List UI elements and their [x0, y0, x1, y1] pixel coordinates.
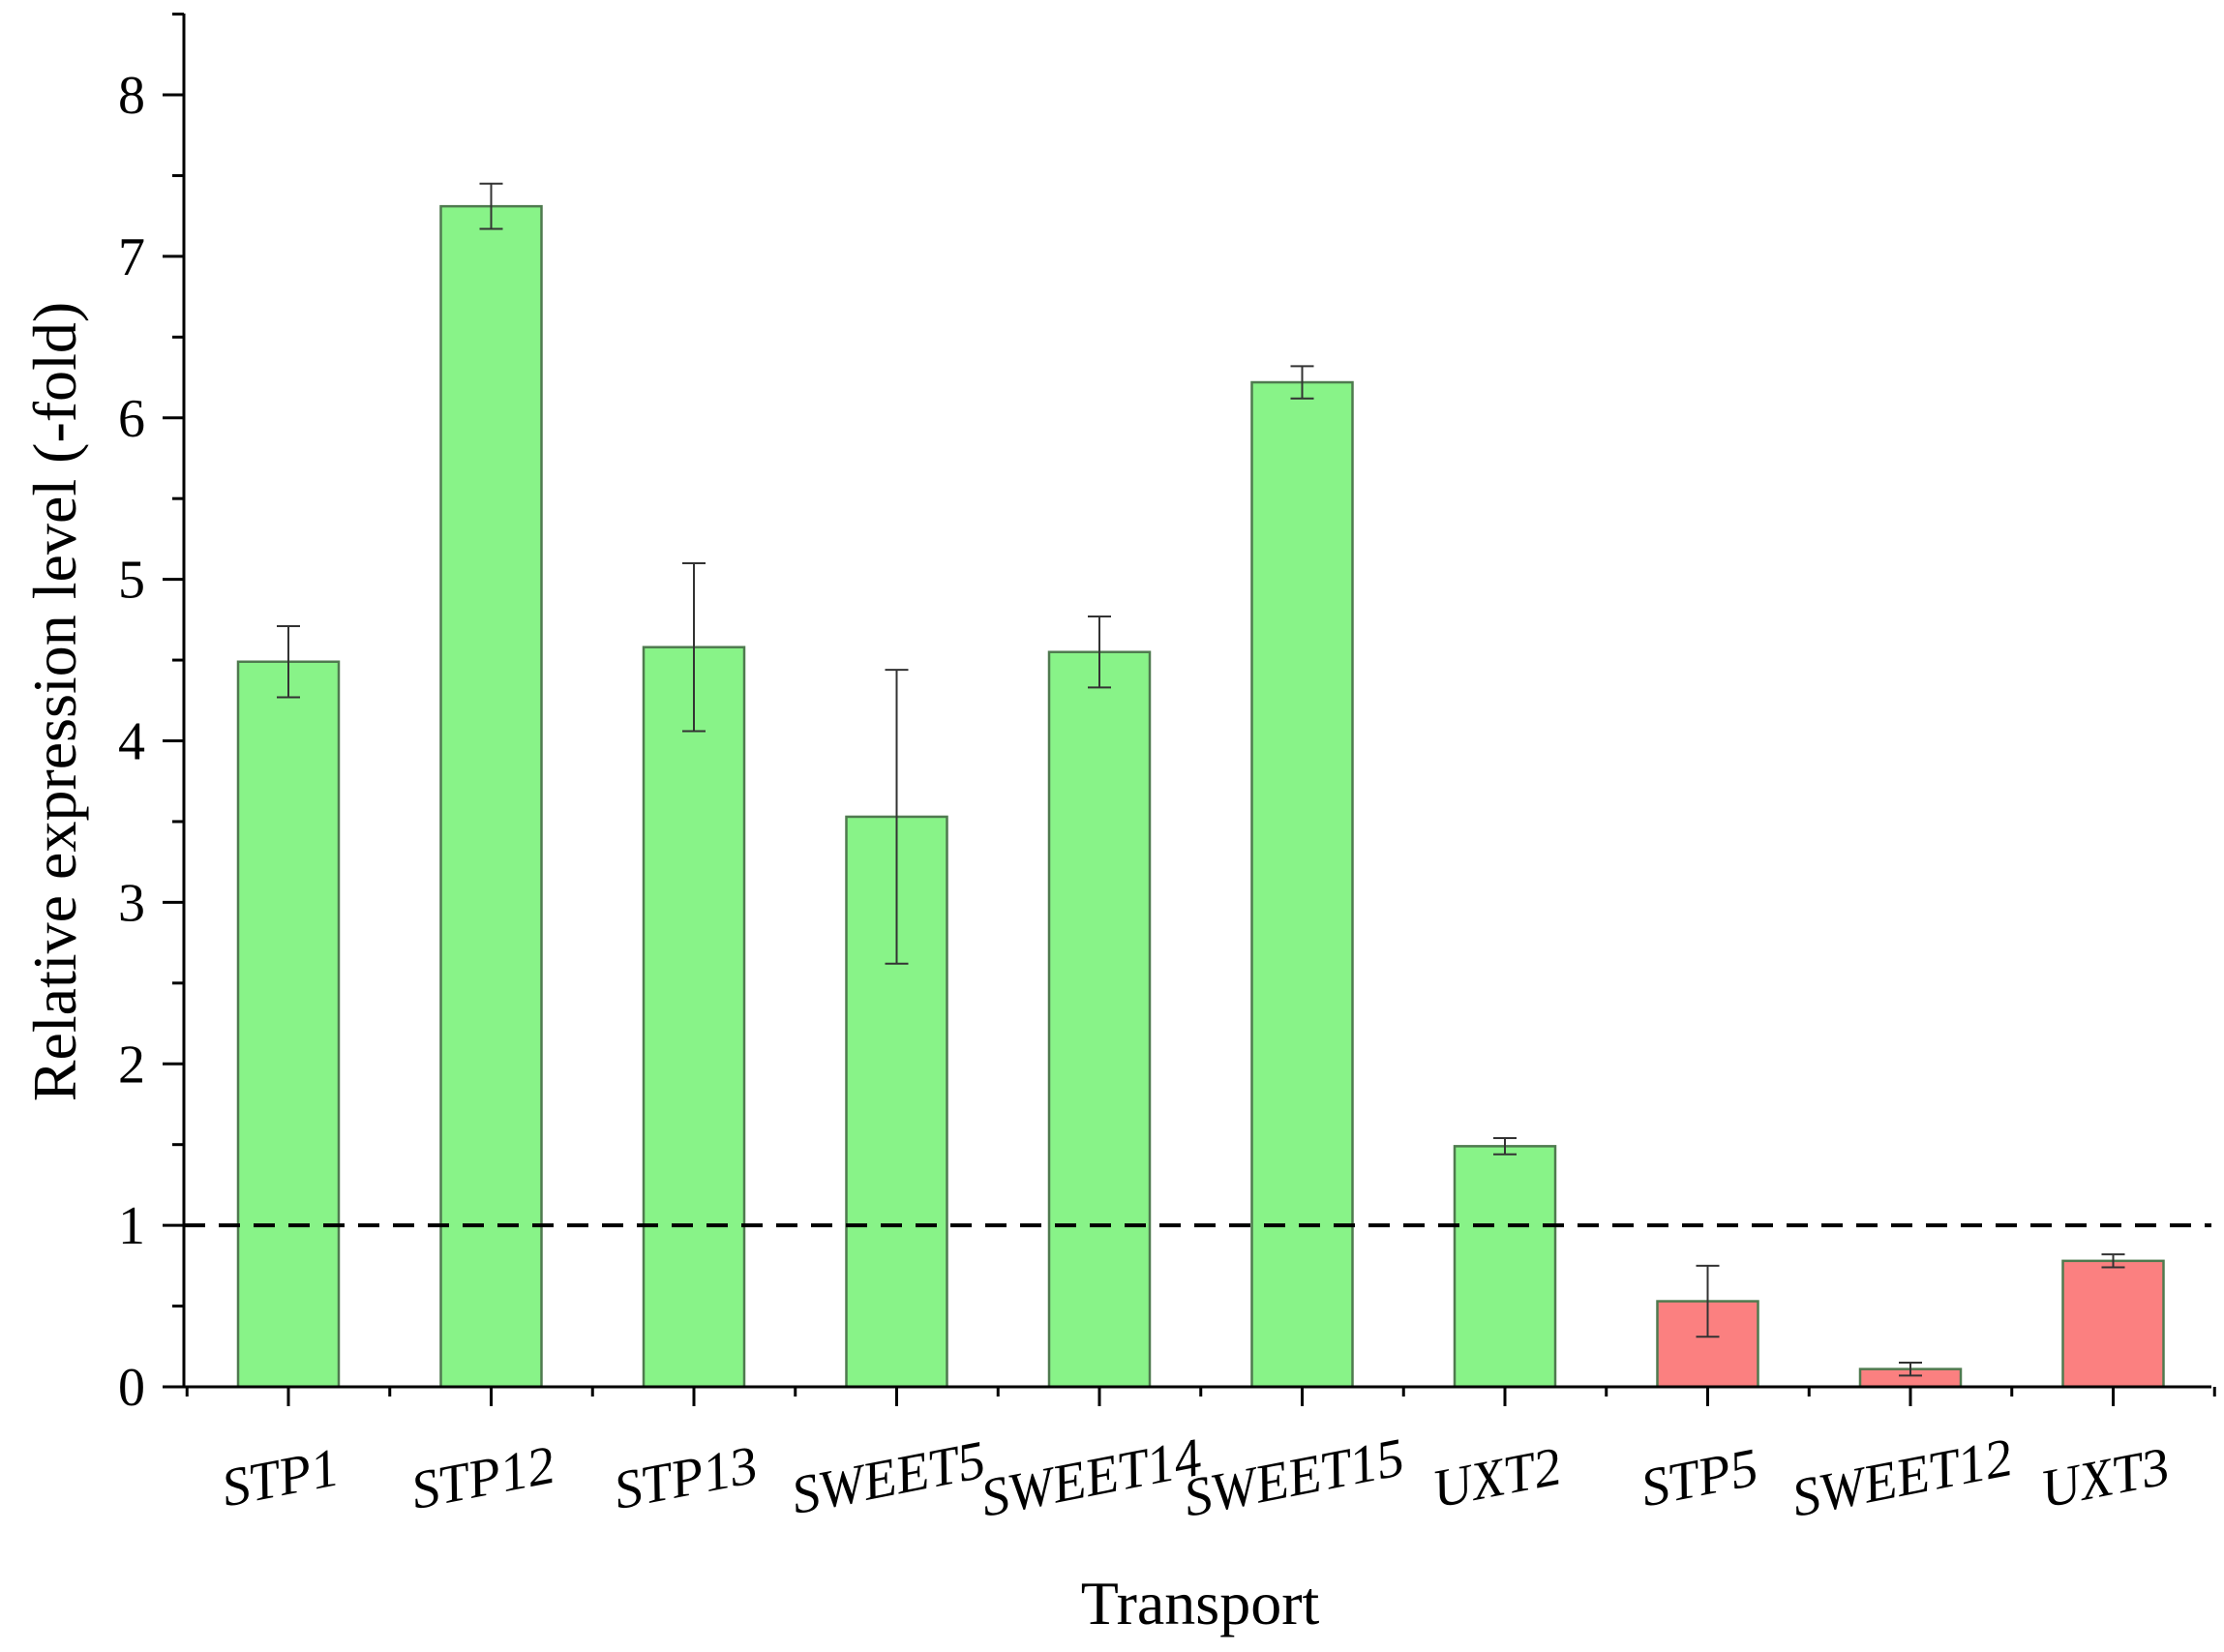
y-axis-title: Relative expression level (-fold) — [20, 302, 89, 1101]
y-tick-label: 0 — [118, 1358, 145, 1418]
x-tick-label-stp13: STP13 — [609, 1435, 762, 1521]
error-bar-stp1 — [277, 625, 300, 699]
bar-uxt3 — [2061, 1259, 2165, 1389]
error-bar-stp5 — [1696, 1264, 1720, 1338]
y-tick-label: 3 — [118, 873, 145, 933]
y-tick-label: 5 — [118, 551, 145, 611]
error-bar-sweet15 — [1290, 365, 1314, 400]
bar-stp13 — [642, 646, 746, 1389]
error-bar-uxt3 — [2101, 1253, 2125, 1269]
x-tick-label-uxt3: UXT3 — [2035, 1436, 2174, 1519]
y-tick-label: 6 — [118, 389, 145, 449]
x-tick-label-sweet14: SWEET14 — [977, 1427, 1207, 1529]
y-tick-labels: 0 1 2 3 4 5 6 7 8 — [118, 66, 145, 1418]
x-tick-label-sweet12: SWEET12 — [1788, 1427, 2018, 1529]
bars-layer — [236, 204, 2165, 1389]
y-tick-label: 1 — [118, 1196, 145, 1256]
error-bar-uxt2 — [1493, 1137, 1517, 1156]
error-bar-stp12 — [479, 182, 503, 230]
error-bar-stp13 — [682, 561, 706, 733]
error-bar-sweet12 — [1899, 1361, 1922, 1377]
x-tick-label-stp12: STP12 — [406, 1435, 559, 1521]
y-tick-label: 2 — [118, 1035, 145, 1095]
x-tick-label-stp5: STP5 — [1637, 1437, 1763, 1518]
y-tick-label: 4 — [118, 712, 145, 772]
y-tick-label: 8 — [118, 66, 145, 126]
bar-sweet14 — [1047, 650, 1152, 1389]
x-tick-label-sweet15: SWEET15 — [1179, 1427, 1409, 1529]
x-tick-label-uxt2: UXT2 — [1428, 1436, 1566, 1519]
bar-stp1 — [236, 660, 341, 1389]
bar-sweet15 — [1250, 380, 1354, 1389]
bar-uxt2 — [1453, 1145, 1557, 1389]
error-bars-layer — [277, 182, 2125, 1377]
x-tick-label-sweet5: SWEET5 — [787, 1430, 990, 1526]
x-axis-title: Transport — [1081, 1569, 1320, 1637]
error-bar-sweet14 — [1088, 616, 1111, 689]
x-tick-label-stp1: STP1 — [217, 1437, 344, 1518]
y-tick-label: 7 — [118, 227, 145, 287]
bar-stp12 — [439, 204, 543, 1389]
error-bar-sweet5 — [885, 669, 909, 965]
axes-layer — [163, 13, 2216, 1406]
